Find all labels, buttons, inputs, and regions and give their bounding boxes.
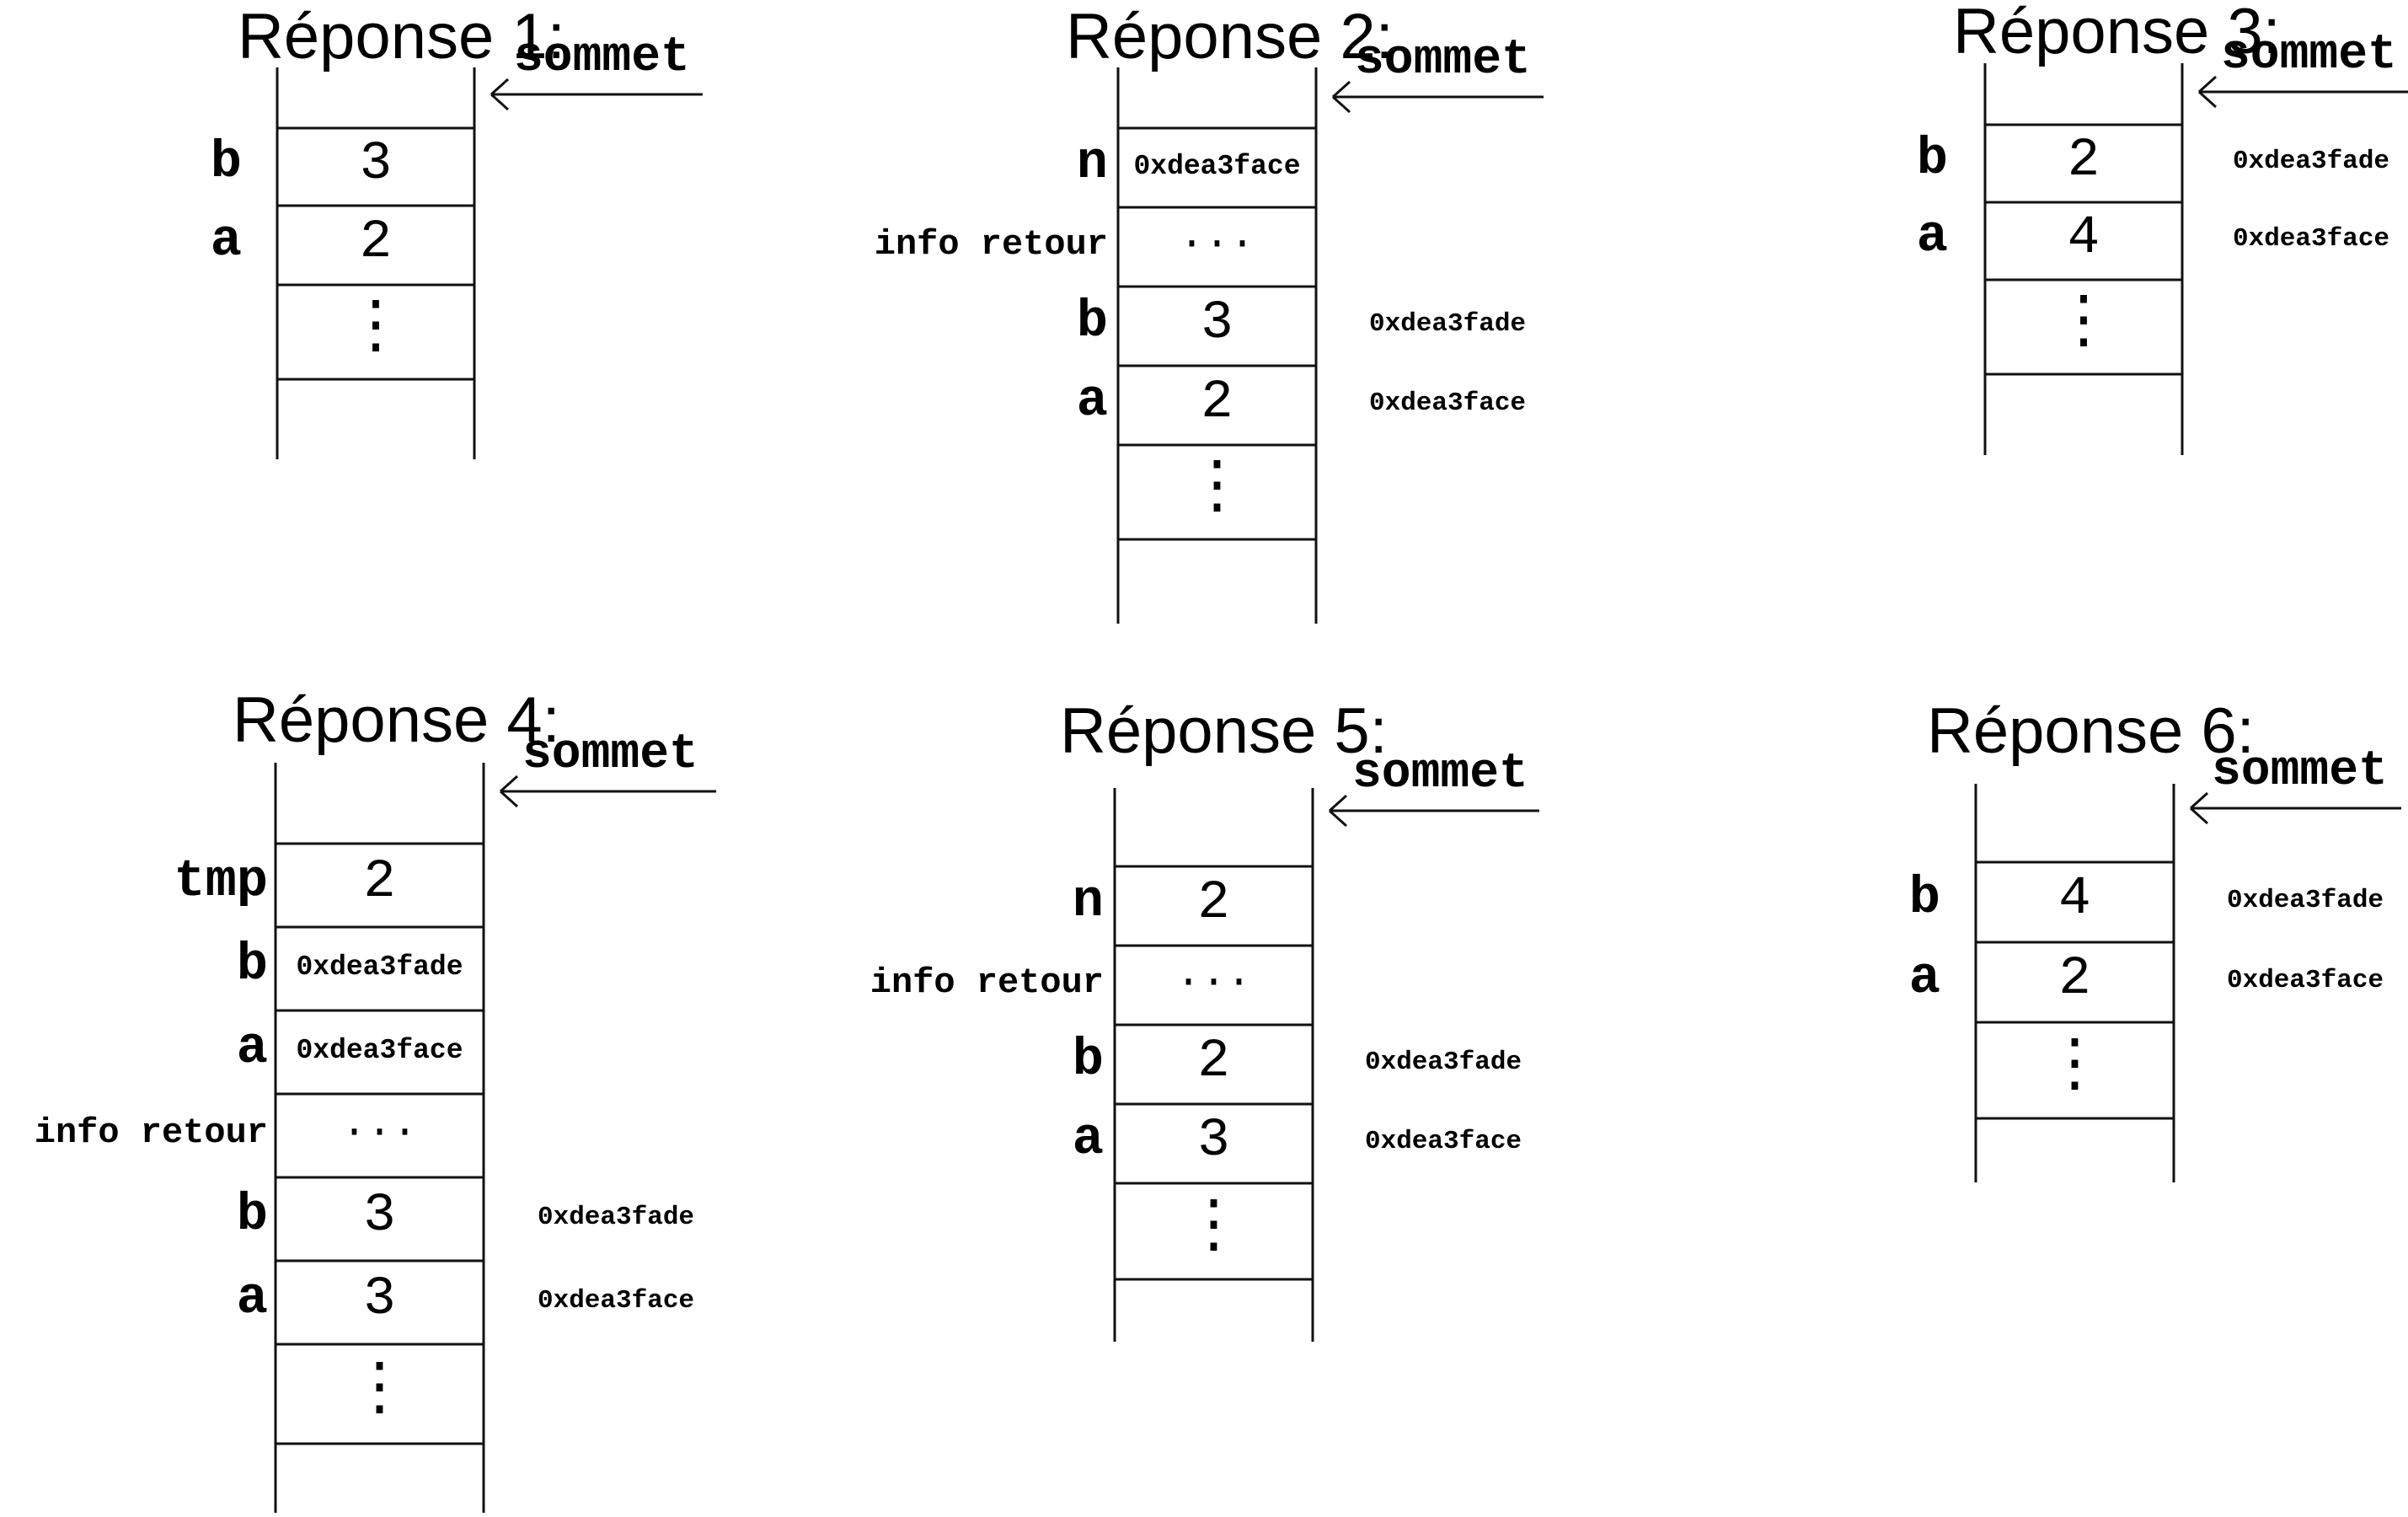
stack-continuation: ⋮ [347,1354,412,1428]
cell-value: 3 [1201,292,1233,354]
response-title: Réponse 5: [1060,695,1388,767]
variable-label: a [210,211,242,271]
cell-value: 2 [2067,130,2100,191]
cell-value: 2 [363,852,396,914]
variable-label: info retour [870,962,1104,1003]
sommet-arrow-head [1331,80,1351,99]
cell-value: 3 [359,133,393,195]
cell-value: ··· [1175,958,1252,1007]
variable-label: a [236,1268,268,1328]
cell-value: 2 [1197,872,1230,934]
sommet-arrow-head [490,78,510,96]
cell-value: 0xdea3face [296,1035,463,1067]
memory-address: 0xdea3face [2233,224,2390,254]
cell-value: 4 [2058,869,2091,930]
variable-label: a [236,1017,268,1078]
sommet-label: sommet [514,30,690,85]
variable-label: n [1076,133,1108,194]
variable-label: info retour [874,223,1108,265]
stack-continuation: ⋮ [1181,1192,1246,1265]
sommet-arrow-head [2197,90,2218,109]
cell-value: 3 [1197,1110,1230,1171]
sommet-label: sommet [1355,33,1531,88]
variable-label: a [1908,947,1940,1008]
sommet-arrow-head [1328,794,1348,812]
sommet-arrow-head [2189,807,2209,825]
sommet-arrow-head [1328,809,1348,828]
memory-address: 0xdea3fade [538,1202,695,1232]
sommet-label: sommet [2221,28,2397,83]
cell-value: 2 [1201,372,1233,433]
cell-value: 2 [2058,949,2091,1010]
cell-value: 2 [359,212,393,273]
variable-label: b [210,132,242,193]
memory-address: 0xdea3face [2227,965,2384,995]
memory-address: 0xdea3fade [2227,885,2384,915]
response-title: Réponse 3: [1953,0,2281,67]
stack-continuation: ⋮ [344,292,408,366]
memory-address: 0xdea3fade [1369,309,1527,339]
memory-address: 0xdea3fade [1365,1048,1522,1077]
stack-continuation: ⋮ [2052,287,2116,361]
stack-continuation: ⋮ [2042,1031,2107,1104]
cell-value: 0xdea3fade [296,951,463,984]
cell-value: 4 [2067,207,2100,269]
variable-label: b [236,1184,268,1245]
sommet-arrow-head [2189,791,2209,810]
cell-value: 0xdea3face [1133,150,1301,182]
variable-label: a [1076,371,1108,432]
cell-value: 3 [363,1186,396,1247]
variable-label: n [1072,871,1104,932]
sommet-label: sommet [522,727,698,782]
variable-label: tmp [174,850,268,911]
memory-address: 0xdea3fade [2233,147,2390,176]
sommet-arrow-head [499,790,519,808]
variable-label: b [1916,129,1948,190]
memory-address: 0xdea3face [1365,1127,1522,1156]
sommet-label: sommet [1352,747,1528,801]
response-title: Réponse 1: [238,1,565,72]
cell-value: 3 [363,1269,396,1331]
sommet-label: sommet [2212,744,2388,799]
cell-value: 2 [1197,1031,1230,1092]
memory-address: 0xdea3face [1369,389,1527,418]
memory-address: 0xdea3face [538,1285,695,1316]
response-title: Réponse 6: [1927,695,2255,767]
variable-label: b [1072,1030,1104,1091]
response-title: Réponse 4: [233,684,560,756]
variable-label: b [1908,867,1940,928]
variable-label: b [1076,292,1108,352]
response-title: Réponse 2: [1066,1,1394,72]
stack-continuation: ⋮ [1185,453,1249,526]
variable-label: a [1916,206,1948,267]
sommet-arrow-head [499,775,519,793]
variable-label: a [1072,1109,1104,1170]
sommet-arrow-head [2197,75,2218,94]
sommet-arrow-head [490,93,510,111]
sommet-arrow-head [1331,95,1351,114]
cell-value: ··· [1179,220,1255,269]
variable-label: info retour [34,1112,268,1154]
variable-label: b [236,934,268,994]
cell-value: ··· [341,1109,418,1157]
